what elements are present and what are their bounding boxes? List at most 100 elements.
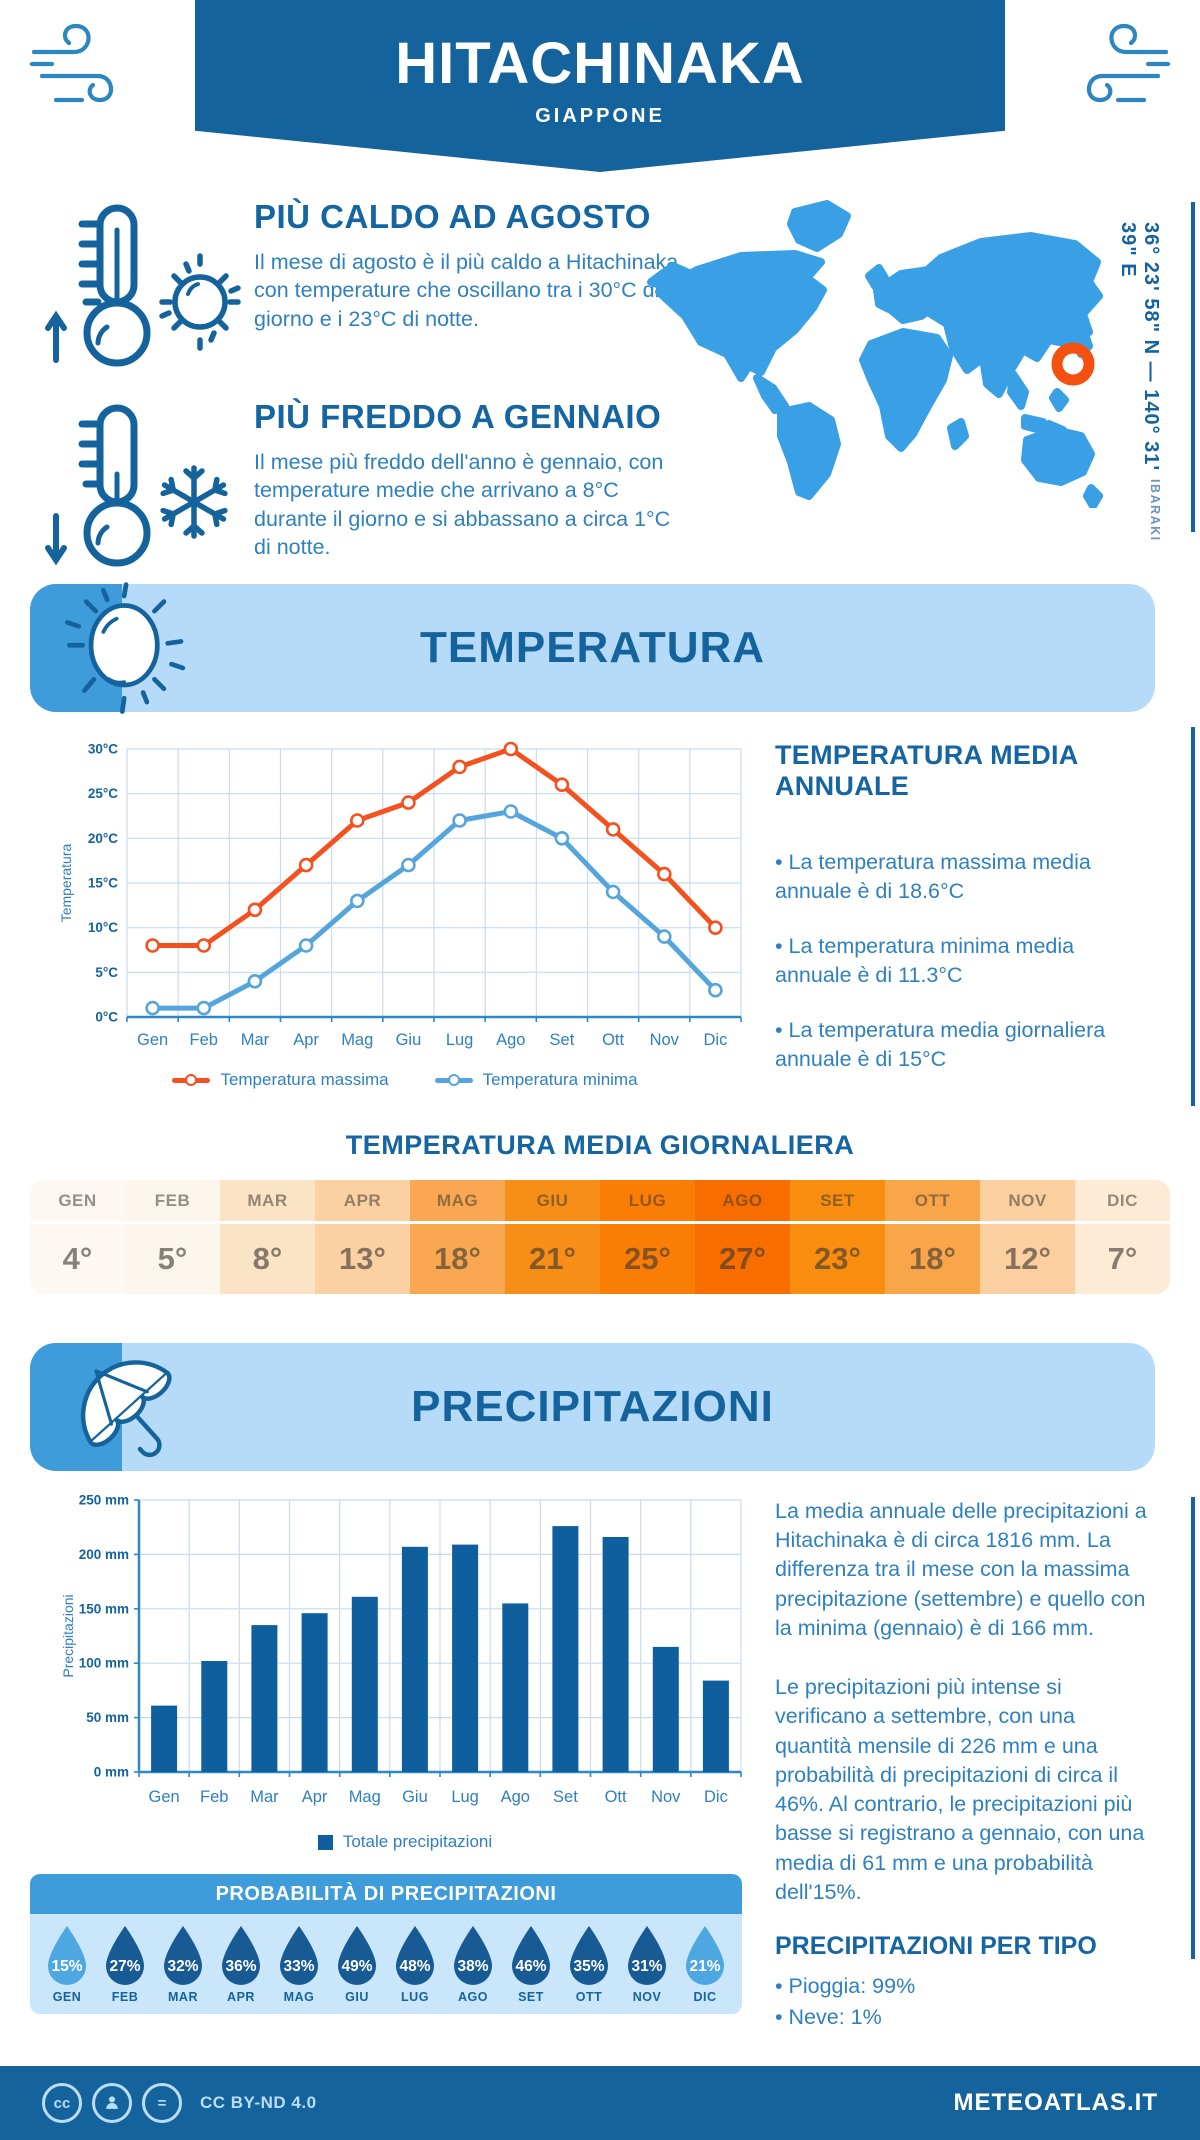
precipitation-banner: PRECIPITAZIONI <box>30 1343 1155 1471</box>
daily-table-month: APR <box>315 1180 410 1224</box>
precipitation-banner-title: PRECIPITAZIONI <box>411 1382 774 1431</box>
droplet-month: LUG <box>401 1990 429 2004</box>
header-banner: HITACHINAKA GIAPPONE <box>195 0 1005 172</box>
precipitation-type-panel: PRECIPITAZIONI PER TIPO • Pioggia: 99% • … <box>775 1932 1149 2033</box>
legend-item: Temperatura massima <box>172 1070 389 1090</box>
svg-text:27%: 27% <box>109 1958 140 1975</box>
svg-text:150 mm: 150 mm <box>79 1601 129 1616</box>
probability-droplets: 15% GEN 27% FEB 32% MAR 36% APR 33% MAG 49% GIU 48% L… <box>30 1914 742 2014</box>
person-icon <box>92 2083 132 2123</box>
wind-icon <box>29 23 114 103</box>
daily-table-column: MAR 8° <box>220 1180 315 1294</box>
droplet-icon: 48% <box>396 1926 434 1985</box>
daily-table-month: FEB <box>125 1180 220 1224</box>
svg-text:46%: 46% <box>515 1958 546 1975</box>
legend-item: Totale precipitazioni <box>317 1832 493 1852</box>
daily-table-month: GEN <box>30 1180 125 1224</box>
snowflake-icon <box>160 465 228 539</box>
droplet-month: AGO <box>458 1990 488 2004</box>
daily-table-value: 4° <box>62 1241 93 1276</box>
droplet-icon: 35% <box>570 1926 608 1985</box>
highlight-hot-title: PIÙ CALDO AD AGOSTO <box>254 198 651 235</box>
daily-table-value: 12° <box>1004 1241 1051 1276</box>
annual-bullet: • La temperatura media giornaliera annua… <box>775 1018 1106 1071</box>
svg-text:Precipitazioni: Precipitazioni <box>60 1594 76 1677</box>
divider <box>1191 727 1195 1106</box>
daily-table-column: GIU 21° <box>505 1180 600 1294</box>
daily-table-value: 18° <box>434 1241 481 1276</box>
svg-text:Feb: Feb <box>200 1788 228 1806</box>
svg-text:25°C: 25°C <box>88 786 118 801</box>
license-text: CC BY-ND 4.0 <box>200 2093 317 2112</box>
legend-label: Totale precipitazioni <box>342 1832 493 1851</box>
probability-droplet: 46% SET <box>504 1923 558 2004</box>
probability-title: PROBABILITÀ DI PRECIPITAZIONI <box>30 1874 742 1914</box>
legend-swatch <box>317 1834 333 1850</box>
legend-line-sample <box>434 1077 473 1083</box>
svg-text:Mar: Mar <box>250 1788 279 1806</box>
legend-item: Temperatura minima <box>434 1070 638 1090</box>
daily-table-column: APR 13° <box>315 1180 410 1294</box>
droplet-icon: 49% <box>338 1926 376 1985</box>
annual-bullets: • La temperatura massima media annuale è… <box>775 848 1149 1074</box>
wind-icon <box>1086 23 1171 103</box>
annual-heading: TEMPERATURA MEDIA ANNUALE <box>775 740 1078 801</box>
svg-text:Ott: Ott <box>602 1031 624 1049</box>
svg-text:Lug: Lug <box>446 1031 474 1049</box>
temperature-annual-panel: TEMPERATURA MEDIA ANNUALE • La temperatu… <box>775 740 1149 1095</box>
svg-text:35%: 35% <box>573 1958 604 1975</box>
legend-label: Temperatura minima <box>482 1070 638 1089</box>
daily-temperature-table: GEN 4° FEB 5° MAR 8° APR 13° MAG 18° GIU 21° LUG 25° A… <box>30 1180 1170 1294</box>
svg-text:21%: 21% <box>689 1958 720 1975</box>
svg-text:Nov: Nov <box>651 1788 681 1806</box>
svg-text:15%: 15% <box>51 1958 82 1975</box>
droplet-month: DIC <box>693 1990 717 2004</box>
probability-droplet: 27% FEB <box>98 1923 152 2004</box>
daily-table-column: LUG 25° <box>600 1180 695 1294</box>
sun-icon <box>64 582 186 714</box>
probability-droplet: 15% GEN <box>40 1923 94 2004</box>
svg-text:Ago: Ago <box>501 1788 530 1806</box>
probability-droplet: 38% AGO <box>446 1923 500 2004</box>
annual-bullet: • La temperatura minima media annuale è … <box>775 934 1075 987</box>
daily-table-value: 8° <box>252 1241 283 1276</box>
svg-text:50 mm: 50 mm <box>86 1710 129 1725</box>
svg-text:0°C: 0°C <box>95 1010 118 1025</box>
droplet-icon: 32% <box>164 1926 202 1985</box>
highlight-cold-title: PIÙ FREDDO A GENNAIO <box>254 398 662 435</box>
precipitation-text-panel: La media annuale delle precipitazioni a … <box>775 1497 1149 1907</box>
svg-text:Mag: Mag <box>349 1788 381 1806</box>
daily-heading: TEMPERATURA MEDIA GIORNALIERA <box>345 1130 855 1160</box>
droplet-icon: 31% <box>628 1926 666 1985</box>
daily-table-month: GIU <box>505 1180 600 1224</box>
svg-text:Temperatura: Temperatura <box>58 843 74 922</box>
probability-droplet: 36% APR <box>214 1923 268 2004</box>
highlight-hot: PIÙ CALDO AD AGOSTO Il mese di agosto è … <box>42 198 690 367</box>
daily-table-month: MAR <box>220 1180 315 1224</box>
probability-droplet: 49% GIU <box>330 1923 384 2004</box>
droplet-month: GIU <box>345 1990 369 2004</box>
precipitation-probability-box: PROBABILITÀ DI PRECIPITAZIONI 15% GEN 27% F… <box>30 1874 742 2014</box>
legend-label: Temperatura massima <box>220 1070 389 1089</box>
per-type-heading: PRECIPITAZIONI PER TIPO <box>775 1932 1097 1960</box>
droplet-month: MAR <box>168 1990 198 2004</box>
svg-text:Apr: Apr <box>293 1031 319 1049</box>
svg-text:100 mm: 100 mm <box>79 1656 129 1671</box>
droplet-icon: 15% <box>48 1926 86 1985</box>
daily-table-month: OTT <box>885 1180 980 1224</box>
svg-text:Set: Set <box>553 1788 578 1806</box>
droplet-icon: 21% <box>686 1926 724 1985</box>
per-type-item: • Pioggia: 99% <box>775 1974 916 1998</box>
droplet-month: MAG <box>283 1990 315 2004</box>
daily-table-column: OTT 18° <box>885 1180 980 1294</box>
daily-table-value: 7° <box>1107 1241 1138 1276</box>
daily-table-value: 18° <box>909 1241 956 1276</box>
svg-text:Nov: Nov <box>650 1031 680 1049</box>
daily-table-value: 13° <box>339 1241 386 1276</box>
footer: cc = CC BY-ND 4.0 METEOATLAS.IT <box>0 2066 1200 2140</box>
probability-droplet: 31% NOV <box>620 1923 674 2004</box>
precipitation-paragraphs: La media annuale delle precipitazioni a … <box>775 1497 1149 1907</box>
droplet-icon: 27% <box>106 1926 144 1985</box>
temperature-chart: 0°C 5°C 10°C 15°C 20°C 25°C 30°C Gen Feb Mar Apr Ma… <box>58 742 742 1049</box>
svg-text:48%: 48% <box>399 1958 430 1975</box>
